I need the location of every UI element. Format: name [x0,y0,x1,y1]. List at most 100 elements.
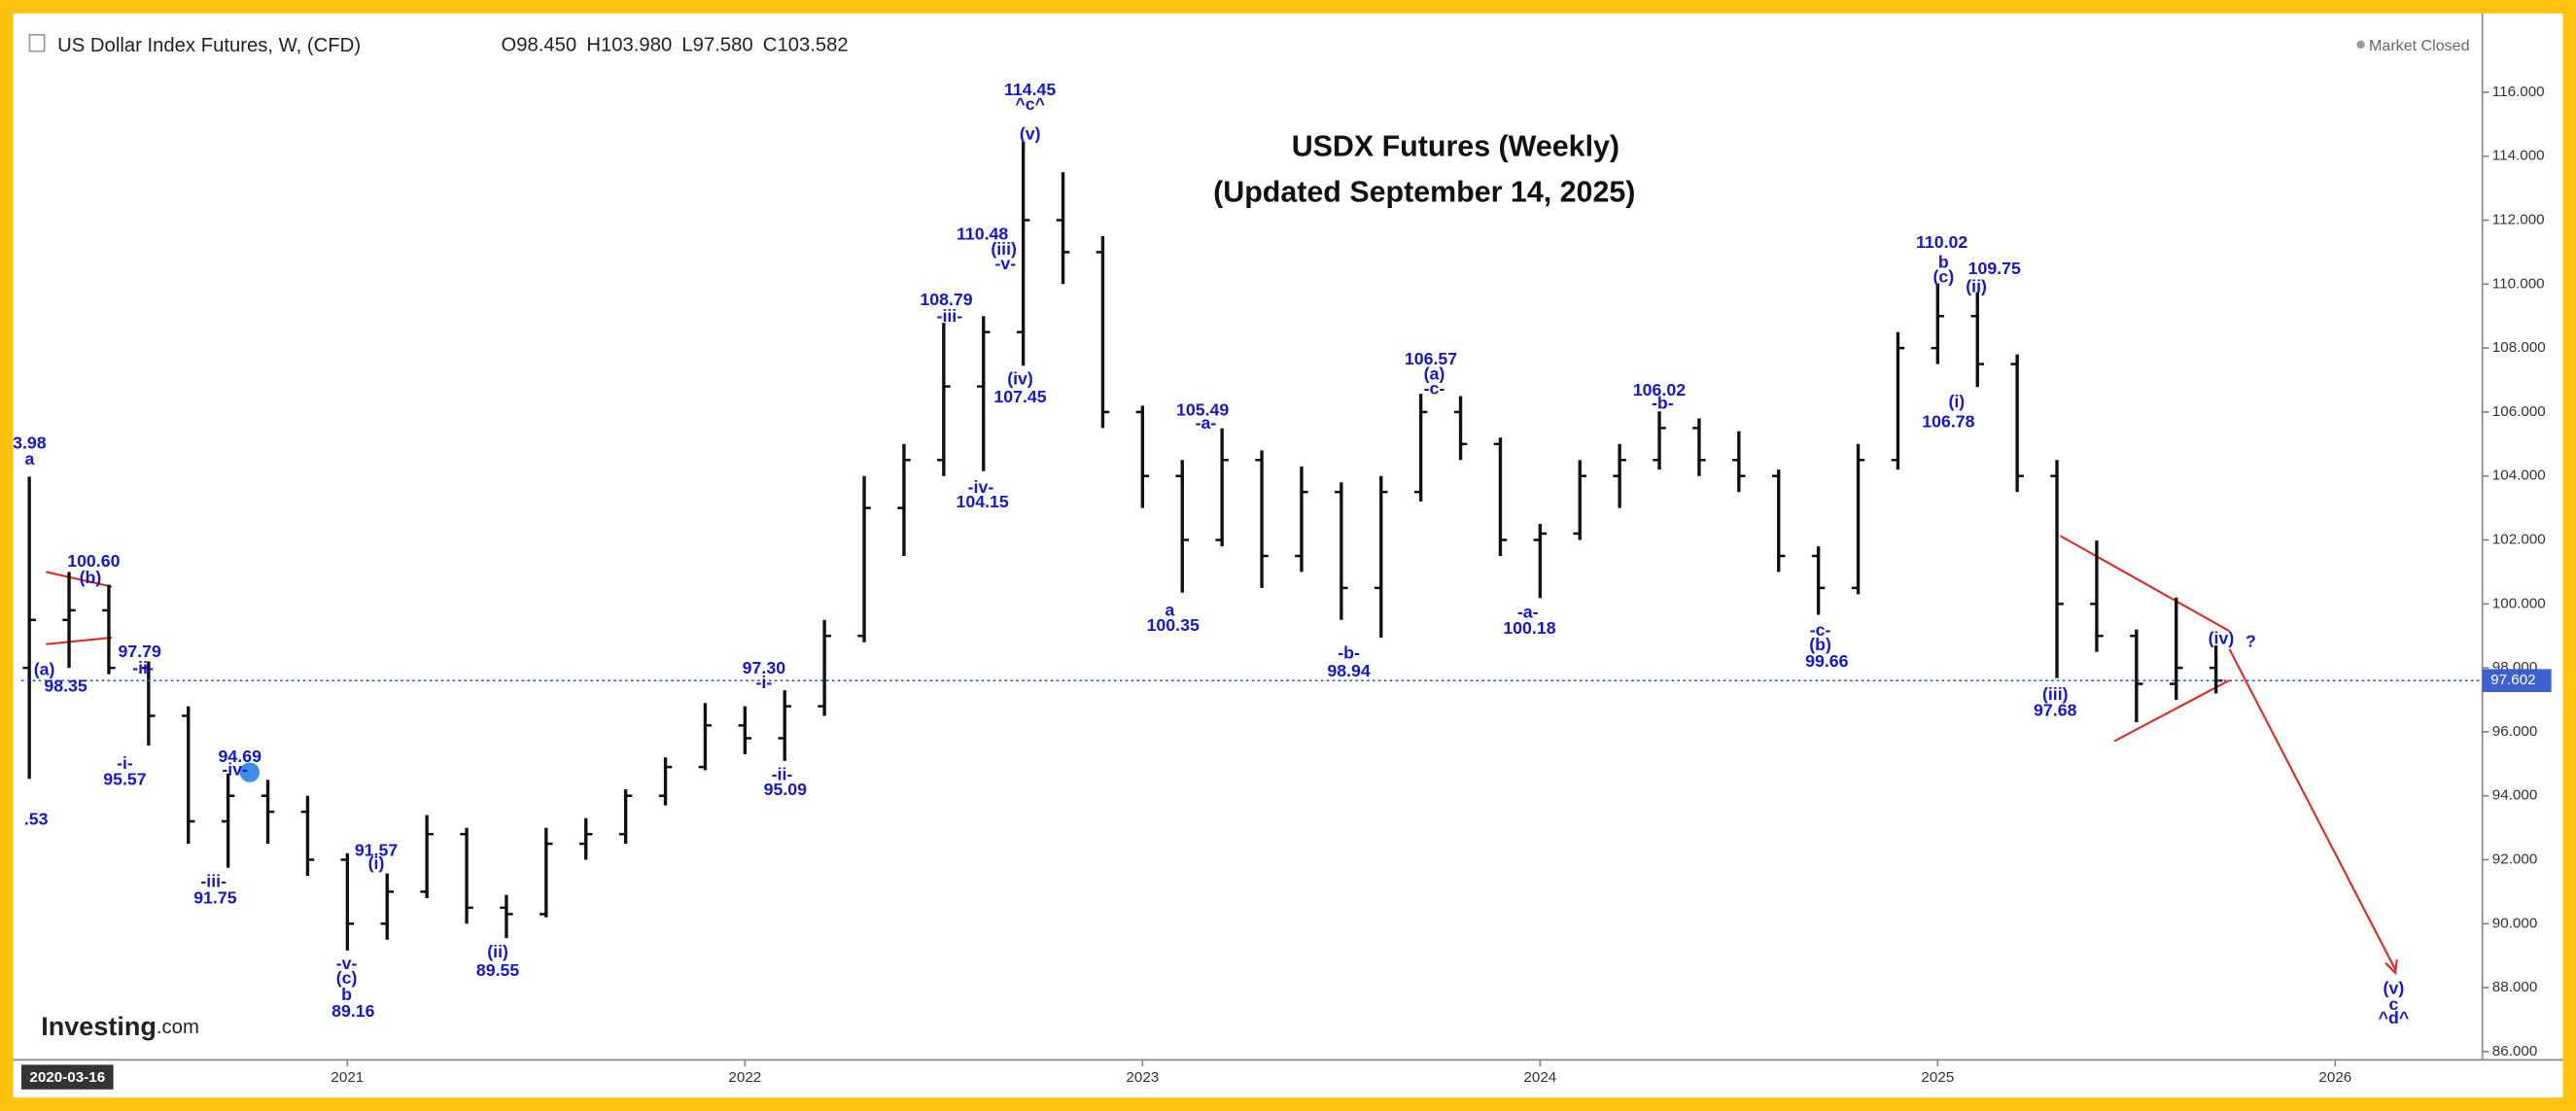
wave-label: (a) [1424,364,1445,383]
wave-label: (i) [1948,392,1965,411]
ohlc-readout: O98.450 H103.980 L97.580 C103.582 [501,35,848,56]
wave-label: 100.60 [67,551,120,571]
wave-label: 106.02 [1633,380,1686,399]
wave-label: 109.75 [1968,259,2021,278]
x-tick-label: 2024 [1523,1069,1556,1086]
chart-panel [13,13,2563,1098]
y-tick-label: 106.000 [2492,403,2546,420]
wave-label: (c) [1932,267,1954,287]
wave-label: b [341,985,352,1004]
wave-label: (v) [1020,124,1041,144]
y-tick-label: 90.000 [2492,915,2538,931]
x-tick-label: 2023 [1126,1069,1159,1086]
wave-label: 107.45 [993,387,1046,406]
wave-label: 105.49 [1176,399,1229,419]
last-price-label: 97.602 [2490,672,2536,688]
wave-label: 95.57 [103,770,147,789]
ohlc-label: L [681,35,692,56]
ohlc-label: C [763,35,778,56]
instrument-name: US Dollar Index Futures, W, (CFD) [57,35,361,56]
y-tick-label: 112.000 [2492,212,2545,228]
y-tick-label: 110.000 [2492,275,2545,292]
wave-label: 91.75 [193,887,237,907]
logo-suffix: .com [157,1018,199,1039]
wave-label: 3.98 [13,433,47,452]
market-status: Market Closed [2369,37,2469,54]
event-icon[interactable] [239,762,261,782]
wave-label: -ii- [132,658,154,677]
wave-label: 100.35 [1147,615,1200,635]
wave-label: 98.94 [1327,661,1371,680]
wave-label: 110.02 [1916,232,1967,252]
ohlc-value: 97.580 [693,35,753,56]
logo: Investing.com [41,1012,199,1041]
wave-label: -ii- [772,765,793,784]
y-tick-label: 86.000 [2492,1043,2538,1059]
collapse-icon[interactable] [28,33,46,52]
wave-label: .53 [24,809,49,828]
y-tick-label: 88.000 [2492,979,2538,995]
trend-line [2059,535,2230,633]
y-tick-label: 102.000 [2492,532,2546,548]
wave-label: 94.69 [219,746,262,766]
wave-label: (iv) [2209,628,2235,647]
wave-label: -c- [1810,620,1831,640]
wave-label: -i- [117,753,133,773]
wave-label: -i- [755,673,772,692]
wave-label: -a- [1517,602,1539,621]
wave-label: -iii- [937,306,963,326]
y-tick-label: 114.000 [2492,148,2545,164]
wave-label: (c) [336,968,358,988]
y-tick-label: 104.000 [2492,468,2546,484]
wave-label: 104.15 [957,492,1009,511]
wave-label: (a) [34,659,55,678]
wave-label: -iv- [968,477,994,497]
chart-subtitle: (Updated September 14, 2025) [1213,176,1635,209]
wave-label: -v- [994,254,1016,273]
wave-label: ? [2245,632,2256,651]
wave-label: 108.79 [920,290,972,309]
status-dot [2356,40,2365,50]
wave-label: (iii) [2042,684,2069,704]
wave-label: 97.68 [2034,701,2077,720]
wave-label: a [1165,601,1174,620]
wave-label: 106.57 [1405,349,1457,368]
wave-label: ^d^ [2379,1008,2410,1027]
y-tick-label: 92.000 [2492,851,2538,868]
wave-label: 95.09 [764,780,808,799]
trend-line [2113,679,2230,743]
wave-label: (v) [2384,978,2405,997]
wave-label: (iv) [1007,368,1033,388]
x-tick-label: 2022 [728,1069,761,1086]
y-tick-label: 94.000 [2492,787,2538,804]
wave-label: 110.48 [957,225,1008,244]
wave-label: (ii) [1966,277,1987,296]
wave-label: -a- [1196,413,1217,433]
wave-label: c [2388,994,2398,1014]
wave-label: 89.55 [476,960,520,980]
x-tick-label: 2025 [1921,1069,1954,1086]
ohlc-label: O [501,35,516,56]
wave-label: (b) [80,568,102,587]
wave-label: -b- [1652,394,1674,413]
wave-label: a [24,449,34,469]
start-date-label: 2020-03-16 [29,1069,105,1086]
wave-label: 106.78 [1922,411,1974,431]
x-tick-label: 2021 [331,1069,364,1086]
trend-lines [46,535,2398,975]
wave-label: 97.30 [743,658,786,677]
logo-text: Investing [41,1012,157,1041]
y-tick-label: 116.000 [2492,84,2545,100]
trend-line [46,571,113,588]
wave-label: (b) [1809,635,1831,654]
wave-label: -c- [1424,378,1445,398]
y-tick-label: 96.000 [2492,723,2538,740]
wave-label: (i) [368,853,385,873]
arrow-head [2385,959,2398,975]
wave-label: (iii) [991,239,1017,259]
chart-title: USDX Futures (Weekly) [1292,129,1619,162]
wave-label: 91.57 [355,840,399,859]
x-tick-label: 2026 [2318,1069,2351,1086]
ohlc-label: H [586,35,601,56]
wave-label: 114.45 [1004,80,1056,99]
